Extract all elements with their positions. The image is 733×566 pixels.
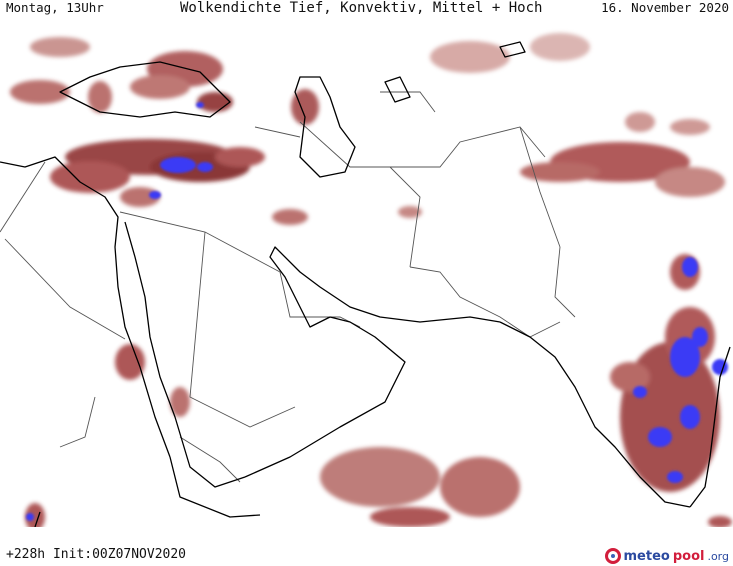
brand-part-3: .org	[707, 549, 729, 563]
convective-layer	[26, 102, 728, 521]
meteopool-logo-icon	[604, 548, 621, 564]
brand-part-2: pool	[672, 548, 705, 564]
brand-part-1: meteo	[623, 548, 670, 564]
valid-time-label: Montag, 13Uhr	[6, 0, 104, 15]
weather-map	[0, 17, 733, 527]
cloud-cover-layer	[10, 33, 732, 527]
forecast-date: 16. November 2020	[601, 0, 729, 15]
map-title: Wolkendichte Tief, Konvektiv, Mittel + H…	[180, 0, 543, 16]
meteopool-logo[interactable]: meteo pool .org	[604, 548, 729, 564]
run-info: +228h Init:00Z07NOV2020	[6, 547, 187, 562]
coastlines	[0, 41, 731, 527]
